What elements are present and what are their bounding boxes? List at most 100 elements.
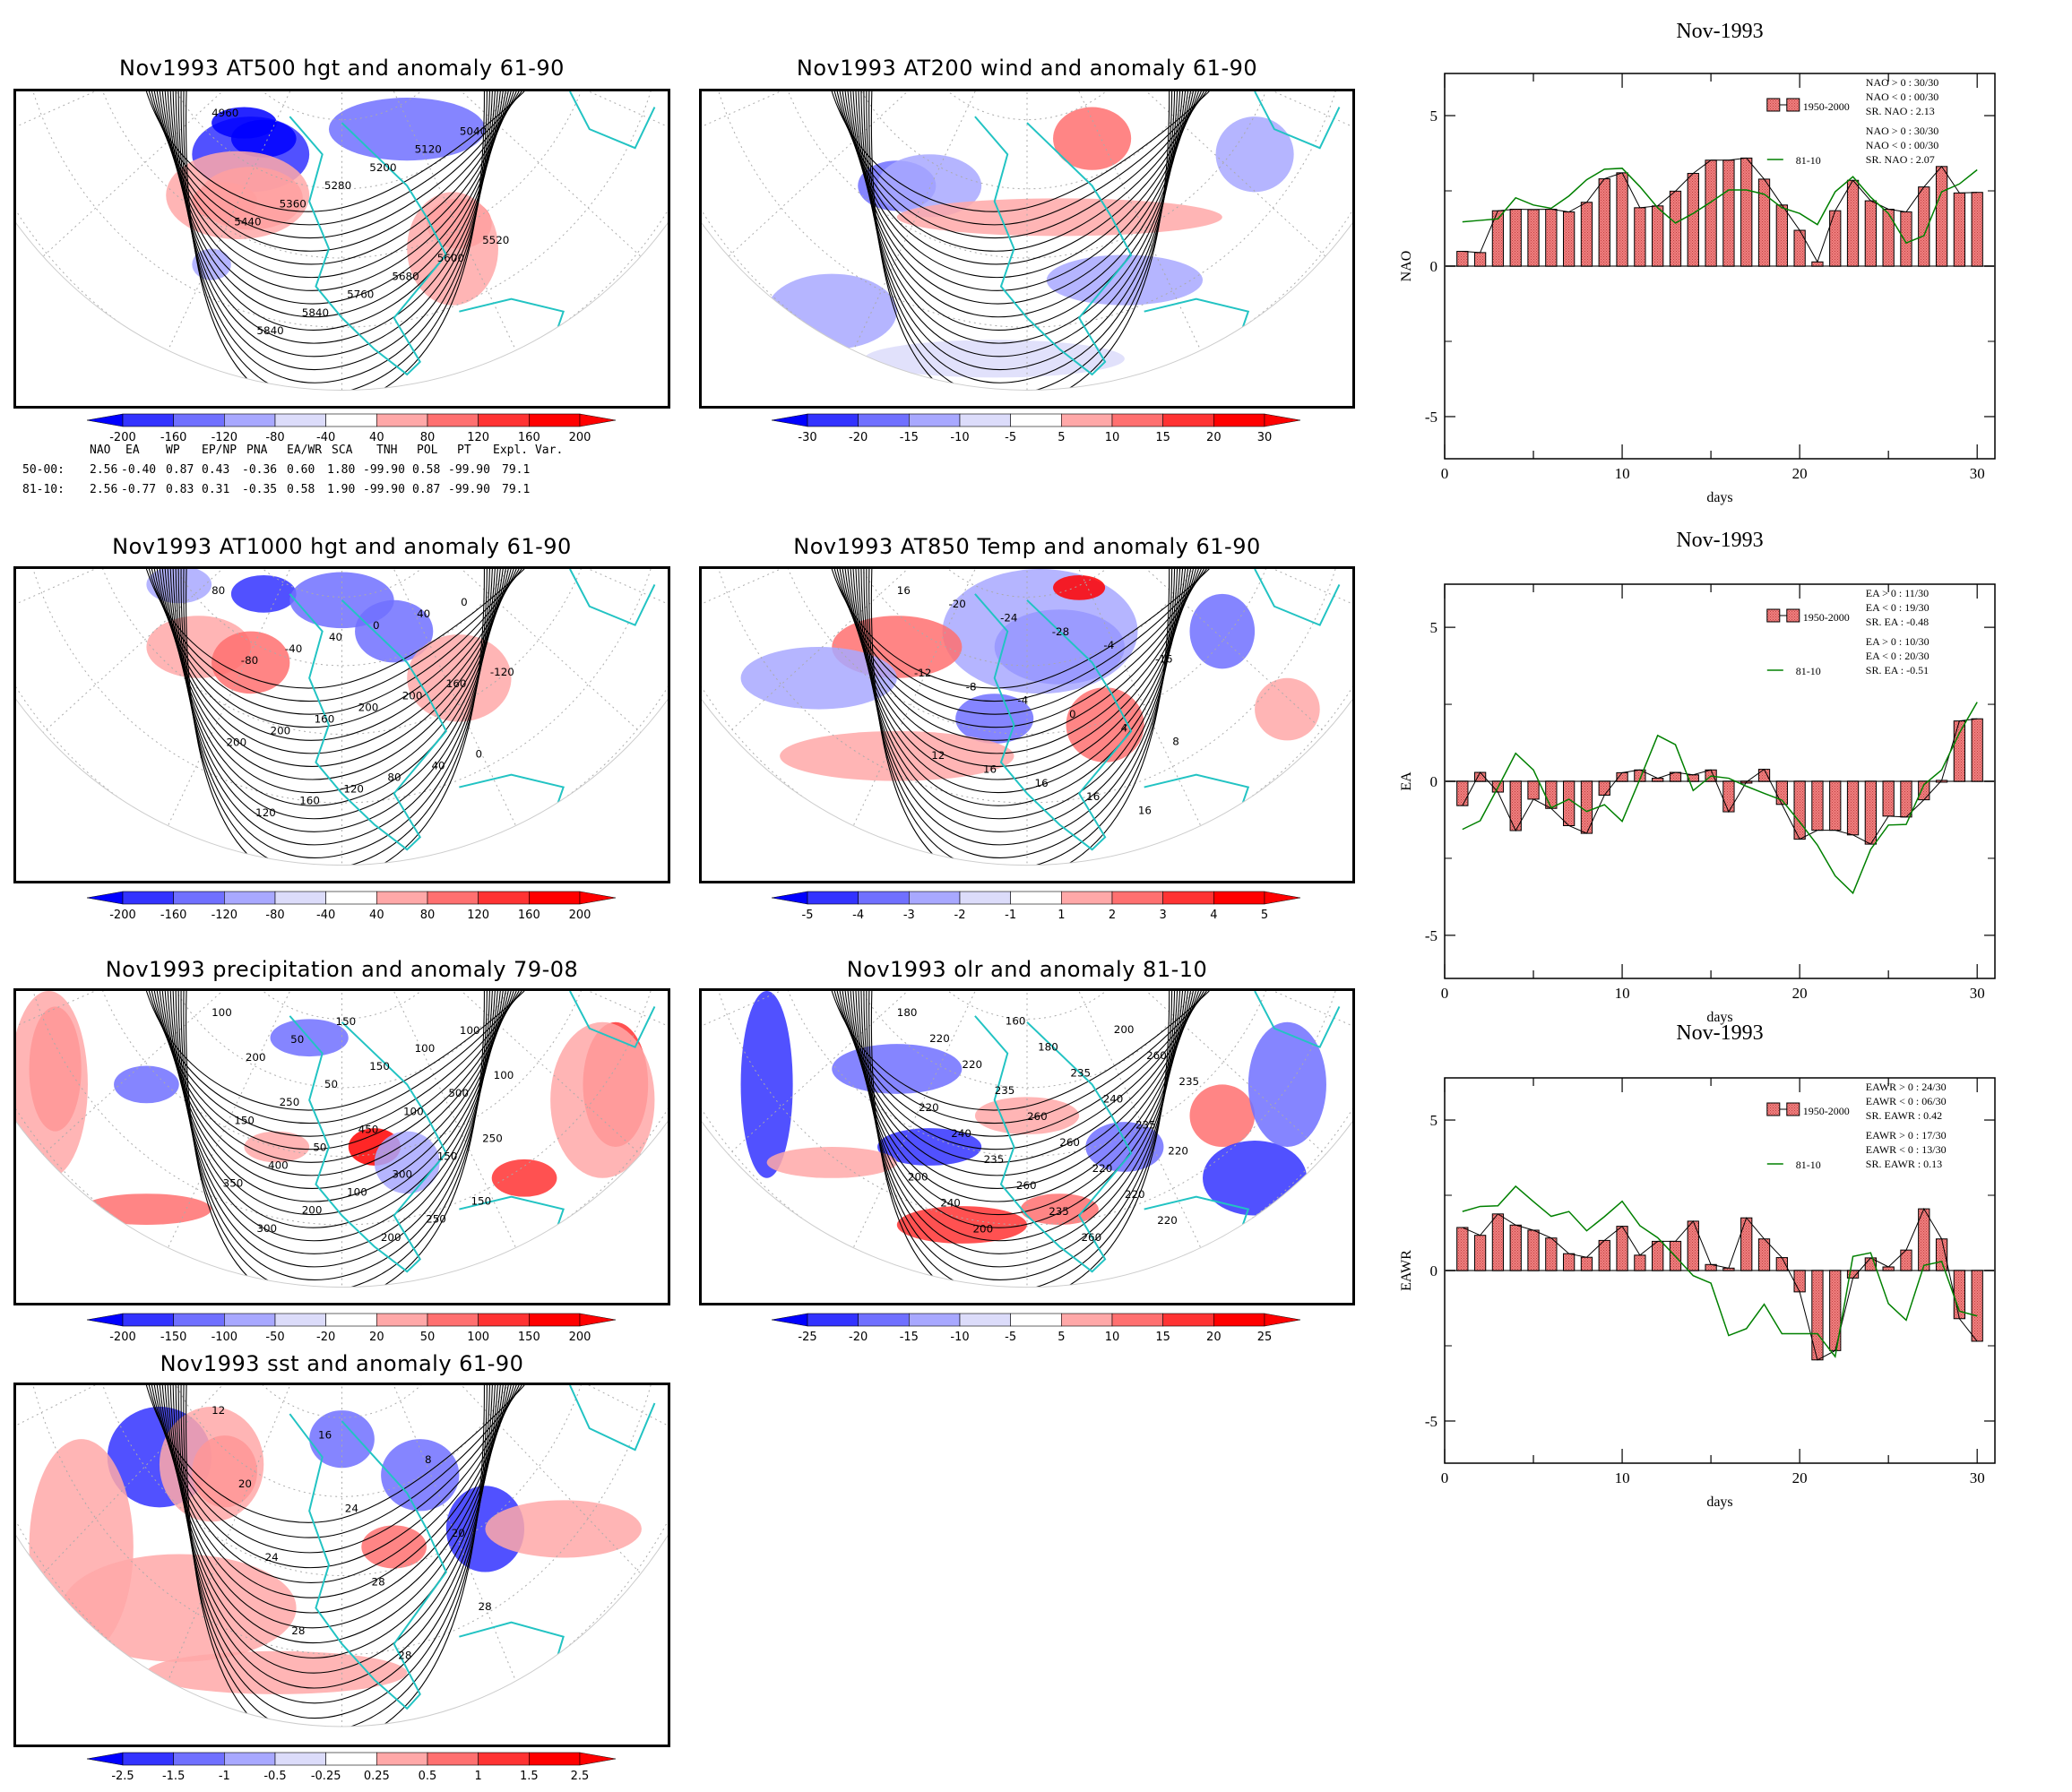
colorbar-tick-label: -1.5 [161, 1770, 184, 1783]
contour-line [172, 569, 498, 820]
contour-line [180, 991, 490, 1280]
contour-label: 240 [1103, 1093, 1124, 1106]
legend-label: 81-10 [1796, 1159, 1821, 1171]
contour-label: 0 [476, 748, 483, 761]
contour-line [850, 569, 1191, 780]
colorbar-arrow-high [1264, 1313, 1301, 1327]
anomaly-shading [114, 1065, 179, 1104]
colorbar: -5 -4 -3 -2 -1 1 2 3 4 5 [771, 891, 1301, 926]
stats-text: NAO > 0 : 30/30 [1866, 125, 1938, 137]
contour-label: 235 [1070, 1067, 1091, 1080]
contour-label: 250 [280, 1096, 300, 1108]
anomaly-shading [1053, 107, 1132, 170]
anomaly-shading [766, 1147, 897, 1178]
contour-label: 16 [1138, 805, 1152, 817]
legend-bar-swatch [1786, 608, 1800, 623]
x-tick-label: 10 [1615, 1469, 1630, 1486]
colorbar-segment [427, 891, 479, 905]
contour-line [148, 1385, 522, 1538]
bar [1793, 780, 1806, 840]
chart-nao: -5 0 5 0 10 20 30 days NAO 1950-2000 81-10 NAO > 0 … [1391, 73, 2031, 516]
colorbar-tick-label: 200 [568, 1331, 591, 1344]
contour-line [169, 991, 501, 1228]
colorbar-tick-label: -120 [211, 431, 237, 444]
contour-label: 235 [995, 1084, 1015, 1097]
bar [1864, 780, 1877, 845]
colorbar-segment [858, 413, 910, 427]
anomaly-shading [61, 1554, 297, 1662]
table-row: 81-10: 2.56 -0.77 0.83 0.31 -0.35 0.58 1.90 -99.… [0, 483, 681, 499]
colorbar-segment [223, 1752, 275, 1766]
y-tick-label: 0 [1430, 1262, 1438, 1279]
bar [1563, 780, 1576, 826]
y-axis-label: EA [1399, 771, 1414, 791]
colorbar-tick-label: -150 [160, 1331, 186, 1344]
x-tick-label: 0 [1441, 465, 1449, 482]
bar [1580, 202, 1593, 267]
bar [1953, 192, 1966, 267]
table-cell: 0.83 [166, 483, 194, 496]
contour-label: 100 [460, 1024, 480, 1037]
teleconnection-table: NAO EA WP EP/NP PNA EA/WR SCA TNH POL PT Expl. Var… [0, 444, 681, 506]
colorbar-segment [1061, 891, 1113, 905]
colorbar-tick-label: 1 [474, 1770, 481, 1783]
colorbar-tick-label: 20 [1206, 1331, 1222, 1344]
bar [1882, 1266, 1895, 1271]
colorbar-segment [427, 413, 479, 427]
contour-label: 20 [238, 1478, 252, 1490]
colorbar-tick-label: 25 [1257, 1331, 1273, 1344]
contour-label: 220 [1125, 1188, 1145, 1201]
bar [1509, 1224, 1522, 1271]
chart-title: Nov-1993 [1676, 20, 1764, 43]
contour-line [148, 991, 522, 1124]
colorbar-segment [274, 1313, 326, 1327]
table-cell: 0.60 [287, 463, 315, 477]
contour-label: 150 [437, 1150, 458, 1163]
contour-label: 180 [897, 1006, 918, 1019]
contour-label: 160 [446, 677, 467, 690]
anomaly-shading [212, 107, 277, 139]
colorbar-tick-label: 1.5 [519, 1770, 538, 1783]
contour-line [177, 1385, 493, 1704]
contour-label: 12 [212, 1404, 225, 1417]
colorbar-tick-label: 2 [1109, 909, 1116, 922]
map-title: Nov1993 AT1000 hgt and anomaly 61-90 [112, 534, 572, 559]
colorbar-segment [1111, 413, 1163, 427]
colorbar: -200 -150 -100 -50 -20 20 50 100 150 200 [86, 1313, 616, 1348]
colorbar-arrow-high [579, 1752, 616, 1766]
anomaly-shading [1046, 254, 1204, 306]
contour-label: 28 [372, 1576, 385, 1589]
y-tick-label: 0 [1430, 258, 1438, 275]
contour-line [172, 91, 498, 344]
coastline [569, 1385, 656, 1452]
contour-label: -120 [490, 666, 514, 678]
colorbar-tick-label: 200 [568, 909, 591, 922]
table-cell: -99.90 [448, 483, 490, 496]
contour-line [847, 569, 1194, 767]
contour-line [161, 91, 509, 291]
contour-line [850, 91, 1191, 305]
legend-label: 1950-2000 [1803, 1105, 1850, 1117]
contour-line [863, 991, 1178, 1268]
longitude-gridline [804, 569, 1028, 866]
table-header-cell: TNH [376, 444, 398, 457]
colorbar-tick-label: -1 [1005, 909, 1016, 922]
coastline [1144, 773, 1250, 866]
longitude-gridline [804, 991, 1028, 1288]
bar [1545, 780, 1558, 809]
colorbar-tick-label: -40 [316, 909, 335, 922]
colorbar-tick-label: -200 [109, 1331, 136, 1344]
bar [1900, 211, 1912, 267]
bar [1456, 780, 1469, 806]
contour-line [175, 91, 496, 358]
contour-label: 40 [431, 760, 445, 772]
contour-label: -80 [241, 654, 258, 667]
stats-text: EA < 0 : 20/30 [1866, 650, 1930, 662]
contour-line [175, 1385, 496, 1689]
colorbar-segment [274, 413, 326, 427]
colorbar-segment [1213, 891, 1265, 905]
contour-label: 16 [1035, 777, 1049, 789]
table-header-cell: Expl. Var. [493, 444, 564, 457]
contour-line [148, 91, 522, 226]
anomaly-shading [1255, 677, 1320, 741]
